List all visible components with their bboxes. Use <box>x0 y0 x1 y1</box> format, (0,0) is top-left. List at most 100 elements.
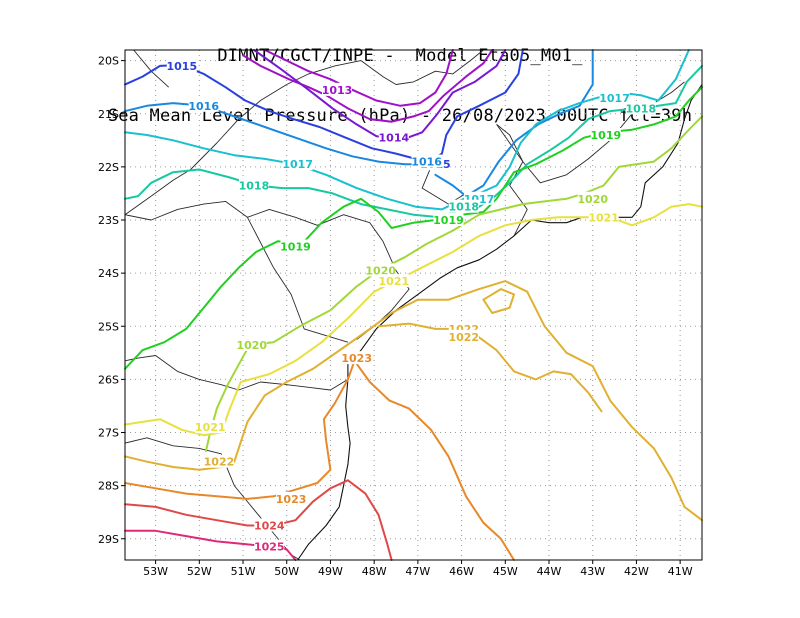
isobar-label-1019: 1019 <box>591 129 622 142</box>
isobar-1021 <box>124 203 703 437</box>
isobar-1022 <box>124 280 703 522</box>
tick-label-lat: 29S <box>98 533 119 546</box>
tick-label-lat: 24S <box>98 267 119 280</box>
axis-ticks: 53W 52W 51W 50W 49W 48W 47W 46W 45W 44W 43W 42W 41W 2… <box>98 55 693 578</box>
tick-label-lat: 21S <box>98 108 119 121</box>
isobar-label-bg <box>448 329 479 343</box>
isobar-label-bg <box>577 191 608 205</box>
isobar-1013 <box>242 49 494 123</box>
state-boundary <box>124 355 349 391</box>
isobar-label-1022: 1022 <box>204 456 235 469</box>
isobar-1015 <box>427 49 524 163</box>
isobar-label-bg <box>188 98 219 112</box>
isobar-label-1019: 1019 <box>280 241 311 254</box>
isobar-label-bg <box>254 518 285 532</box>
tick-label-lon: 47W <box>405 565 430 578</box>
tick-label-lon: 41W <box>668 565 693 578</box>
coastline <box>297 84 703 561</box>
isobar-label-bg <box>282 157 313 171</box>
isobar-label-1023: 1023 <box>341 352 372 365</box>
isobar-1013 <box>263 49 454 107</box>
tick-label-lon: 44W <box>537 565 562 578</box>
isobar-label-1021: 1021 <box>379 275 410 288</box>
isobar-label-bg <box>625 101 656 115</box>
isobar-label-bg <box>448 199 479 213</box>
tick-label-lat: 26S <box>98 373 119 386</box>
isobar-label-1021: 1021 <box>195 421 226 434</box>
state-boundary <box>150 60 397 197</box>
isobar-label-bg <box>590 128 621 141</box>
tick-label-lon: 52W <box>187 565 212 578</box>
isobar-label-1018: 1018 <box>239 179 270 192</box>
tick-label-lon: 45W <box>493 565 518 578</box>
isobar-label-bg <box>378 274 409 288</box>
grid-lines <box>125 50 702 560</box>
isobar-label-1018: 1018 <box>448 201 479 214</box>
state-boundary <box>395 49 484 85</box>
isobar-1023 <box>124 359 515 561</box>
tick-label-lon: 51W <box>231 565 256 578</box>
isobar-label-1023: 1023 <box>276 493 307 506</box>
tick-label-lon: 46W <box>449 565 474 578</box>
state-boundary <box>124 195 152 216</box>
tick-label-lat: 25S <box>98 320 119 333</box>
isobar-label-bg <box>236 337 267 351</box>
tick-label-lat: 23S <box>98 214 119 227</box>
state-boundary <box>496 124 528 237</box>
tick-label-lon: 49W <box>318 565 343 578</box>
isobar-label-bg <box>195 420 226 434</box>
isobar-label-1017: 1017 <box>282 158 313 171</box>
isobar-1022 <box>377 322 603 413</box>
isobar-label-1014: 1014 <box>379 132 410 145</box>
state-boundary <box>124 200 410 340</box>
political-boundaries <box>124 49 685 561</box>
isobar-label-1016: 1016 <box>188 100 219 113</box>
isobar-label-1022: 1022 <box>448 331 479 344</box>
tick-label-lon: 48W <box>362 565 387 578</box>
isobar-label-bg <box>254 539 285 553</box>
isobar-label-bg <box>280 239 311 253</box>
tick-label-lon: 43W <box>580 565 605 578</box>
tick-label-lat: 27S <box>98 427 119 440</box>
tick-label-lat: 22S <box>98 161 119 174</box>
isobar-label-bg <box>599 90 630 104</box>
isobar-label-bg <box>238 178 269 192</box>
isobar-label-1016: 1016 <box>411 156 442 169</box>
isobar-1024 <box>124 479 393 561</box>
isobar-label-bg <box>166 58 197 72</box>
isobar-label-1024: 1024 <box>254 519 285 532</box>
isobar-label-1020: 1020 <box>577 193 608 206</box>
tick-label-lat: 20S <box>98 55 119 68</box>
tick-label-lat: 28S <box>98 480 119 493</box>
isobar-labels: 1013101410151015101610161017101710171018… <box>166 58 656 554</box>
state-boundary <box>133 49 170 88</box>
isobar-contours <box>124 49 703 561</box>
isobar-label-1021: 1021 <box>588 211 619 224</box>
isobar-label-1020: 1020 <box>236 339 267 352</box>
isobar-label-bg <box>203 454 234 468</box>
isobar-label-1015: 1015 <box>167 60 198 73</box>
tick-label-lon: 50W <box>274 565 299 578</box>
isobar-1020 <box>204 115 703 453</box>
coastline-segment <box>297 84 703 561</box>
isobar-label-bg <box>322 82 353 96</box>
tick-label-lon: 42W <box>624 565 649 578</box>
isobar-label-1018: 1018 <box>625 102 656 115</box>
isobar-label-1013: 1013 <box>322 84 353 97</box>
isobar-label-bg <box>276 491 307 505</box>
isobar-label-bg <box>433 213 464 226</box>
isobar-label-1017: 1017 <box>599 92 630 105</box>
isobar-label-bg <box>341 351 372 365</box>
isobar-label-1019: 1019 <box>433 214 464 227</box>
tick-label-lon: 53W <box>143 565 168 578</box>
map-frame <box>124 49 703 561</box>
isobar-1016 <box>434 49 594 198</box>
isobar-label-bg <box>378 130 409 144</box>
isobar-label-bg <box>588 210 619 224</box>
isobar-1022 <box>482 288 515 314</box>
isobar-1016 <box>124 102 426 166</box>
isobar-label-bg <box>411 154 442 168</box>
isobar-label-1025: 1025 <box>254 541 285 554</box>
isobar-label-bg <box>365 263 396 277</box>
